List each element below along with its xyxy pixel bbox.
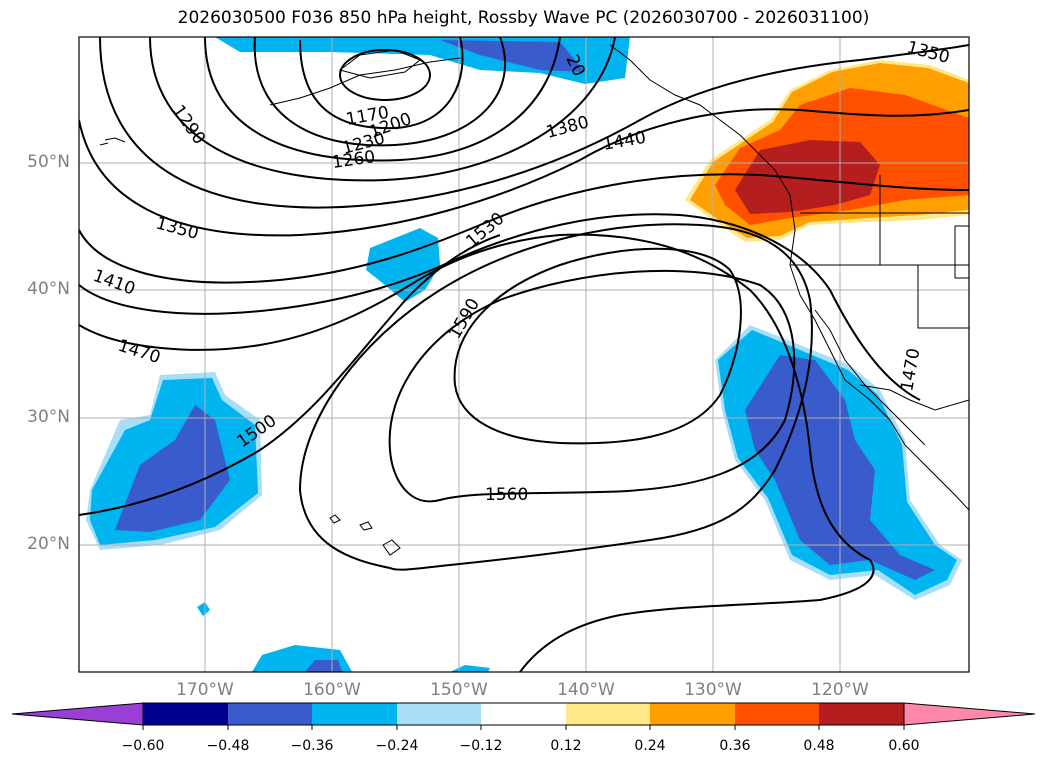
- colorbar-segment: [397, 703, 481, 725]
- colorbar-tick-label: 0.12: [550, 738, 582, 754]
- colorbar-segment: [566, 703, 650, 725]
- colorbar-segment: [481, 703, 566, 725]
- colorbar-segment: [143, 703, 228, 725]
- lat-label-50n: 50°N: [27, 152, 70, 172]
- colorbar-extend-high: [903, 702, 1036, 726]
- graticule: [79, 37, 969, 672]
- colorbar-tick-label: 0.36: [719, 738, 751, 754]
- colorbar-tick-label: 0.60: [888, 738, 920, 754]
- colorbar-tick-label: −0.48: [206, 738, 250, 754]
- lat-label-30n: 30°N: [27, 407, 70, 427]
- height-contours: [79, 37, 969, 672]
- map-title: 2026030500 F036 850 hPa height, Rossby W…: [177, 8, 870, 28]
- colorbar-tick-label: 0.24: [634, 738, 666, 754]
- anomaly-shading: [86, 37, 969, 672]
- lon-label-130w: 130°W: [684, 680, 742, 700]
- contour-label: 1410: [90, 266, 137, 300]
- colorbar-extend-low: [11, 702, 144, 726]
- colorbar-segment: [650, 703, 735, 725]
- contour-label: 1260: [331, 147, 377, 173]
- lon-label-170w: 170°W: [176, 680, 234, 700]
- colorbar-tick-label: −0.12: [459, 738, 503, 754]
- colorbar-tick-label: −0.24: [375, 738, 419, 754]
- lat-label-40n: 40°N: [27, 279, 70, 299]
- lon-label-120w: 120°W: [811, 680, 869, 700]
- lat-label-20n: 20°N: [27, 534, 70, 554]
- contour-label: 1350: [154, 214, 201, 245]
- contour-label: 1470: [897, 347, 924, 393]
- contour-label: 1380: [544, 112, 591, 143]
- lon-label-140w: 140°W: [557, 680, 615, 700]
- contour-label: 1590: [445, 295, 484, 342]
- colorbar-tick-label: −0.60: [121, 738, 165, 754]
- colorbar: [11, 702, 1036, 730]
- map-frame: [78, 36, 970, 673]
- lon-label-150w: 150°W: [430, 680, 488, 700]
- colorbar-tick-label: 0.48: [803, 738, 835, 754]
- negative-anomaly-central: [366, 228, 440, 302]
- lon-label-160w: 160°W: [303, 680, 361, 700]
- colorbar-tick-label: −0.36: [290, 738, 334, 754]
- contour-label: 1440: [601, 128, 647, 155]
- colorbar-segment: [819, 703, 904, 725]
- contour-label: 1470: [115, 336, 162, 368]
- contour-label: 1560: [485, 485, 528, 505]
- colorbar-segment: [312, 703, 397, 725]
- colorbar-segment: [735, 703, 819, 725]
- colorbar-segment: [228, 703, 312, 725]
